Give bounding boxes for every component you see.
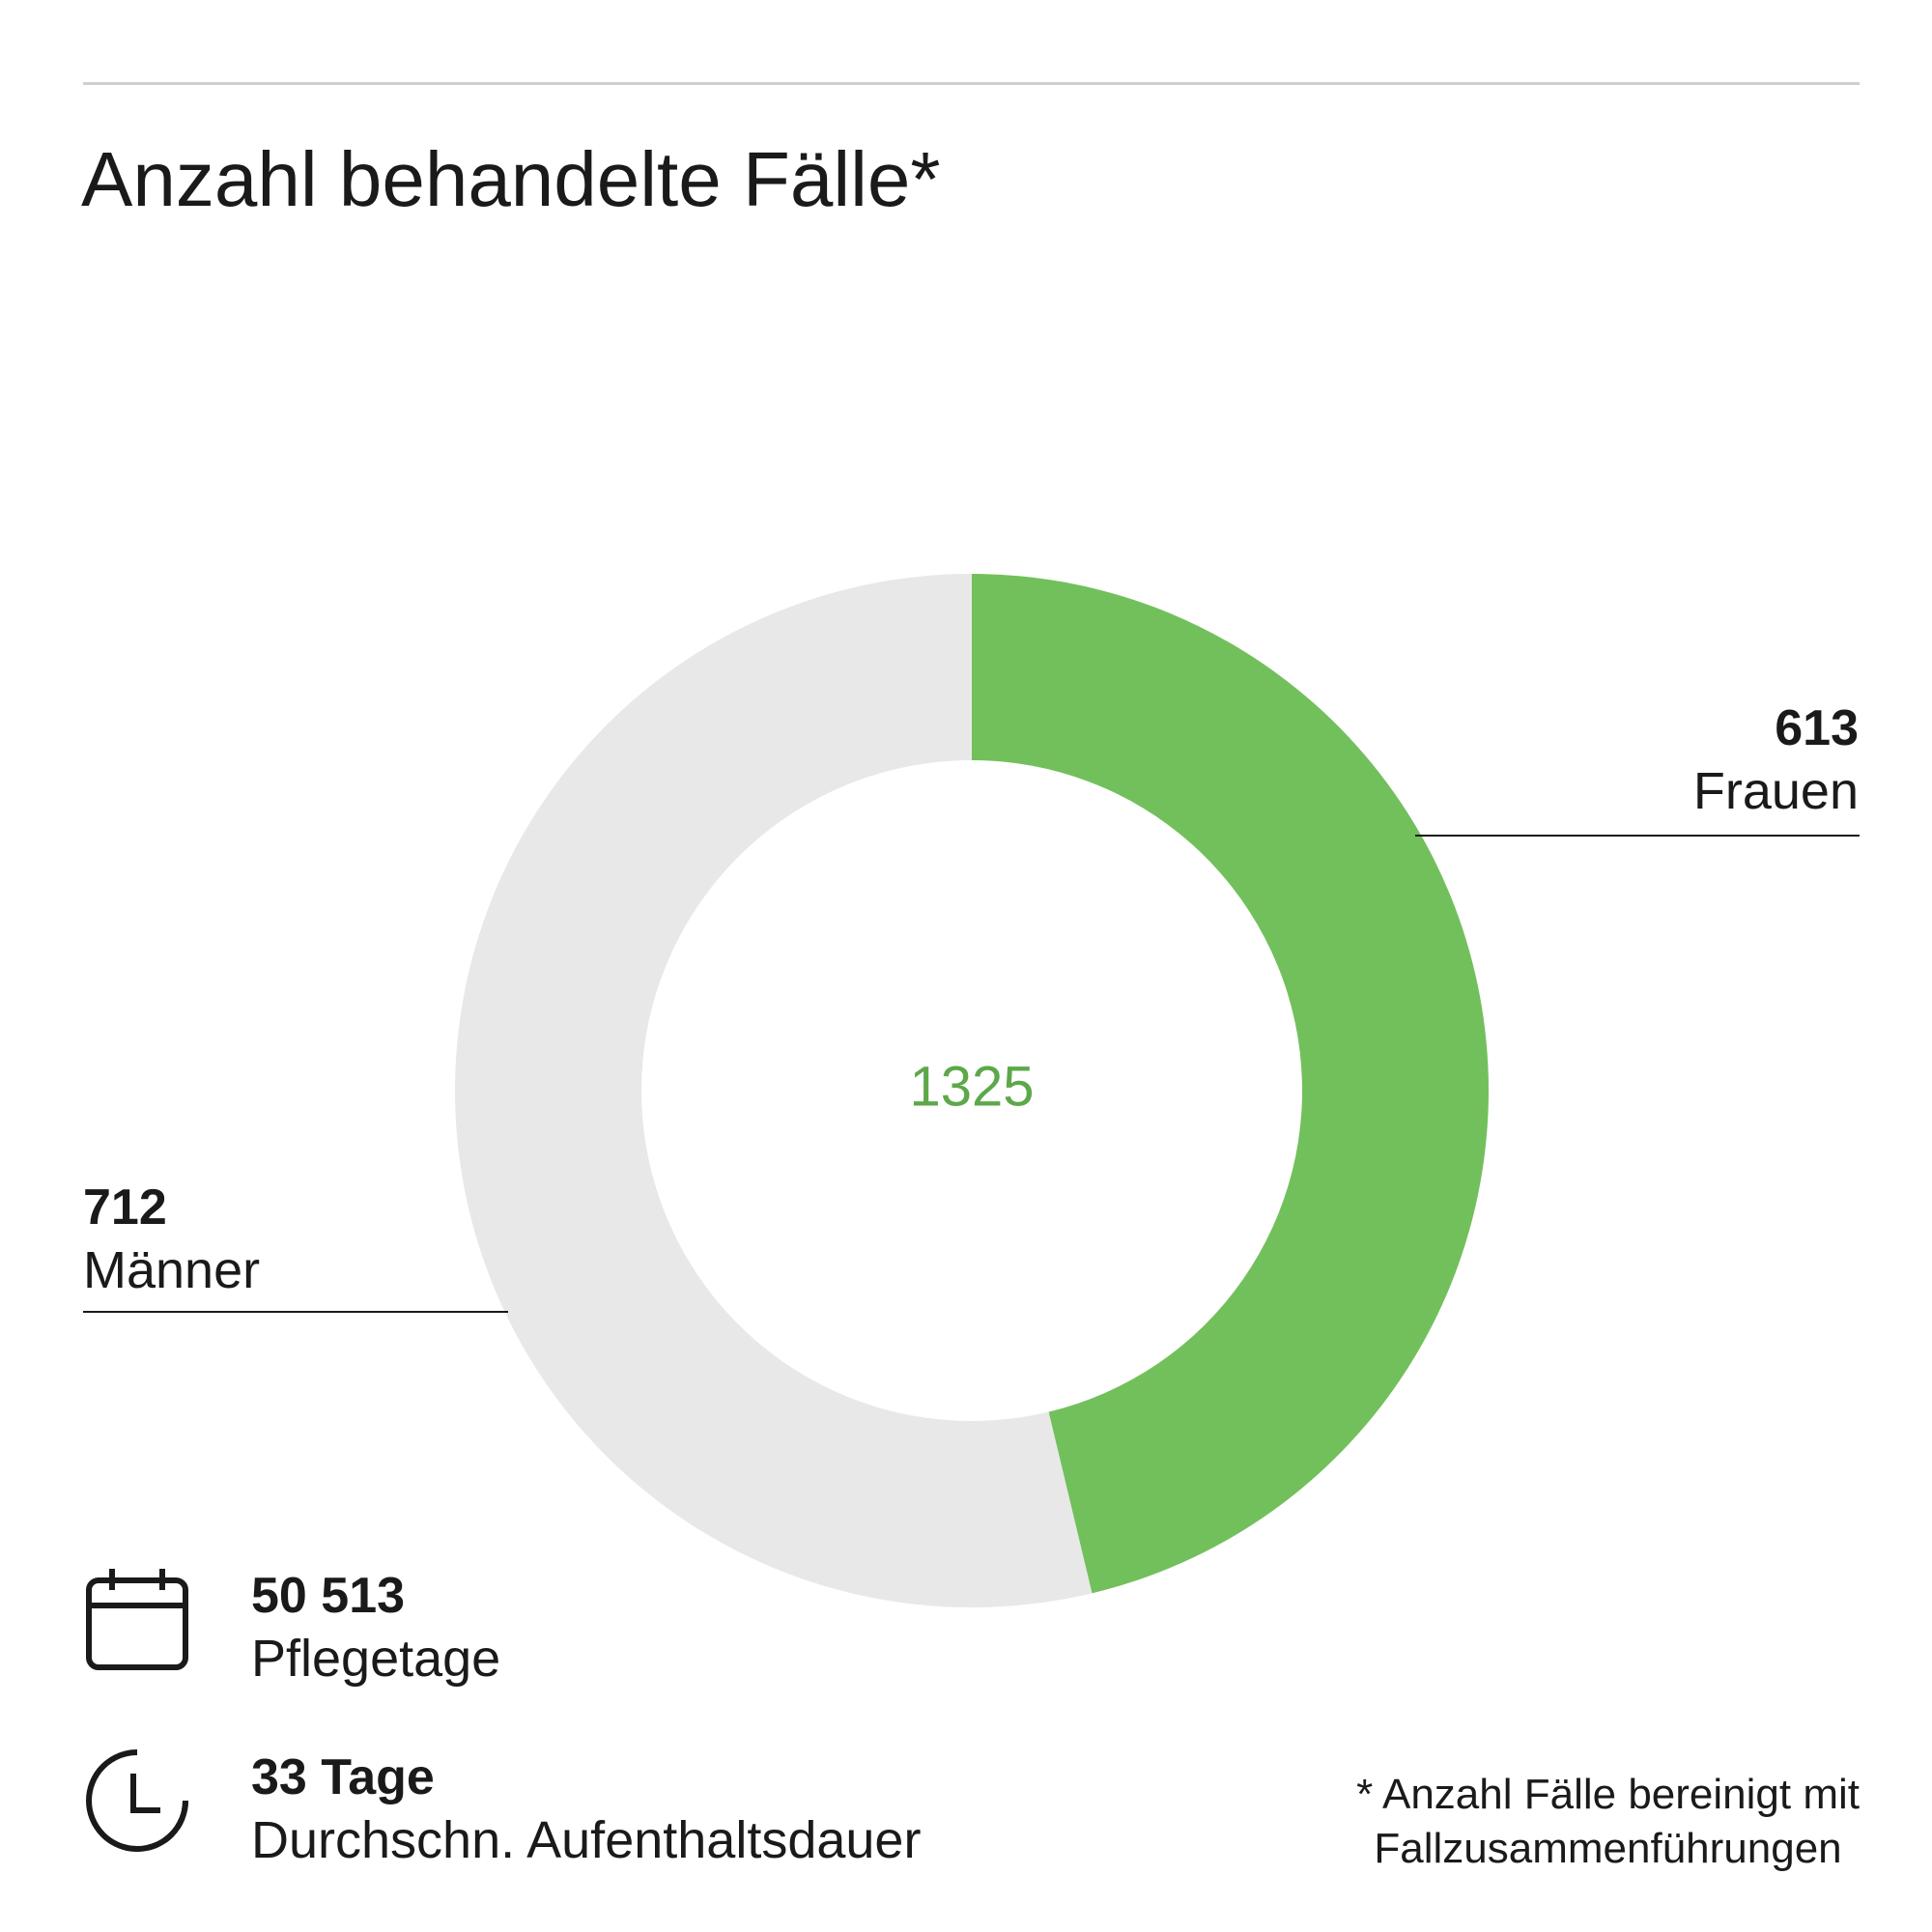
chart-title: Anzahl behandelte Fälle* [81, 136, 941, 222]
center-total-label: 1325 [909, 1055, 1034, 1118]
aufenthaltsdauer-value: 33 Tage [251, 1749, 435, 1805]
footnote: * Anzahl Fälle bereinigt mit Fallzusamme… [1356, 1768, 1860, 1876]
stat-pflegetage: 50 513 Pflegetage [83, 1565, 500, 1690]
frauen-label: Frauen [1692, 762, 1859, 820]
leader-line-frauen [1415, 835, 1860, 837]
footnote-line-1: * Anzahl Fälle bereinigt mit [1356, 1771, 1860, 1818]
pflegetage-label: Pflegetage [251, 1630, 501, 1688]
pflegetage-value: 50 513 [251, 1568, 406, 1624]
callout-frauen: 613 Frauen [1693, 697, 1859, 823]
clock-icon [86, 1749, 188, 1852]
maenner-value: 712 [83, 1179, 167, 1236]
callout-maenner: 712 Männer [83, 1177, 260, 1302]
stat-aufenthaltsdauer: 33 Tage Durchschn. Aufenthaltsdauer [83, 1747, 921, 1872]
aufenthaltsdauer-label: Durchschn. Aufenthaltsdauer [251, 1811, 922, 1869]
footnote-line-2: Fallzusammenführungen [1374, 1825, 1842, 1872]
top-divider [83, 82, 1860, 85]
calendar-icon [86, 1569, 188, 1670]
donut-slice-maenner [455, 574, 1093, 1607]
donut-slice-frauen [972, 574, 1490, 1594]
maenner-label: Männer [83, 1241, 261, 1299]
leader-line-maenner [83, 1311, 508, 1313]
frauen-value: 613 [1775, 700, 1859, 756]
